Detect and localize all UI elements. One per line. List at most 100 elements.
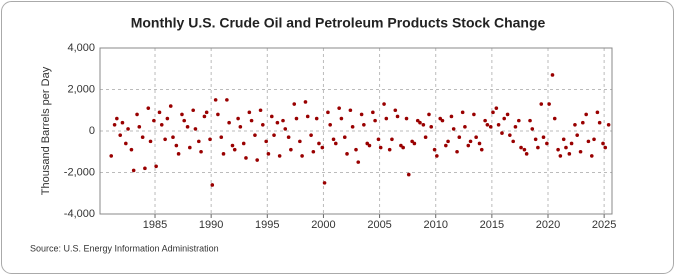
point [494,106,499,110]
point [168,104,173,108]
point [176,152,181,156]
point [118,133,123,137]
point [505,112,510,117]
point [558,154,563,158]
point [603,145,608,150]
point [477,141,482,146]
point [342,135,347,140]
y-tick-label: 0 [89,125,95,137]
point [446,139,450,144]
point [463,125,467,129]
y-tick-label: 4,000 [67,42,95,54]
x-tick-label: 2010 [423,219,447,231]
point [286,135,291,140]
point [165,116,170,121]
point [124,141,128,146]
point [148,139,153,144]
point [281,118,285,123]
point [202,114,207,119]
point [373,118,377,123]
point [393,108,398,113]
point [143,166,147,171]
point [423,135,428,140]
point [444,143,448,148]
point [157,110,162,115]
point [508,133,512,137]
point [524,152,529,156]
point [597,120,602,125]
x-tick-label: 1990 [199,219,223,231]
point [573,122,577,127]
point [294,116,299,121]
y-tick-label: -4,000 [64,208,95,220]
point [112,122,117,127]
point [230,143,235,148]
point [466,143,471,148]
point [191,108,195,113]
point [472,112,476,117]
point [552,116,557,121]
point [236,116,240,121]
point [578,149,583,154]
point [449,114,454,119]
point [227,120,231,125]
point [564,145,568,150]
point [502,116,507,121]
point [382,102,386,106]
point [511,139,515,144]
point [311,149,316,154]
point [300,154,304,158]
point [204,110,209,115]
point [244,156,248,160]
point [547,102,551,106]
point [545,141,549,146]
point [359,112,364,117]
point [232,147,237,152]
point [180,112,184,117]
point [541,135,546,140]
point [418,120,422,125]
point [331,137,336,142]
point [303,100,308,104]
point [556,147,560,152]
point [371,110,375,115]
point [528,118,532,123]
point [595,110,600,115]
point [115,116,119,121]
point [601,141,605,146]
point [269,114,274,119]
point [367,143,372,148]
point [241,141,246,146]
point [199,149,203,154]
point [146,106,151,110]
point [488,125,493,129]
point [261,122,265,127]
point [185,125,190,129]
point [376,137,381,142]
point [513,125,518,129]
point [193,127,198,131]
x-tick-label: 2025 [592,219,616,231]
point [451,127,456,131]
point [174,143,179,148]
point [333,141,338,146]
point [429,125,434,129]
point [584,112,588,117]
x-tick-label: 2020 [536,219,560,231]
point [305,114,310,119]
chart-title: Monthly U.S. Crude Oil and Petroleum Pro… [131,15,546,31]
point [253,133,257,137]
point [264,139,268,144]
point [182,118,187,123]
point [356,160,361,164]
point [378,145,383,150]
point [219,135,224,140]
point [120,120,125,125]
x-tick-label: 2000 [311,219,335,231]
point [519,145,523,150]
point [496,122,501,127]
point [152,118,156,123]
point [208,137,212,142]
point [298,139,302,144]
